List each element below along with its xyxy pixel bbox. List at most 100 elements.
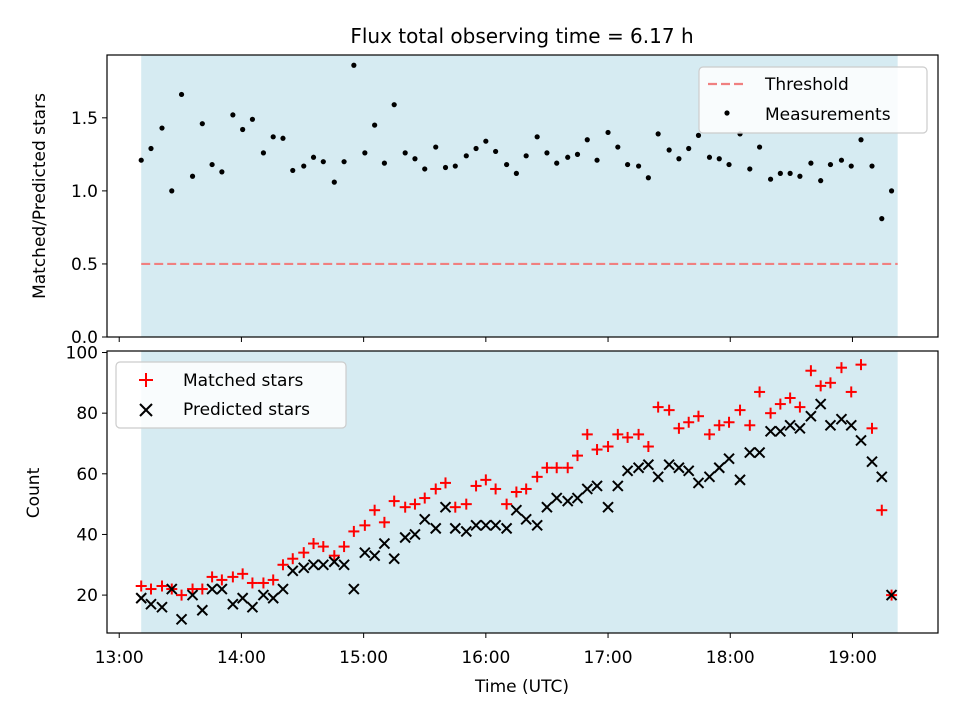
- legend-predicted-label: Predicted stars: [183, 400, 310, 420]
- measurement-point: [523, 153, 529, 159]
- matched-stars-points: [135, 359, 898, 601]
- matched-star-point: [734, 404, 746, 416]
- measurement-point: [422, 166, 428, 172]
- matched-star-point: [824, 377, 836, 389]
- predicted-star-point: [359, 546, 371, 559]
- matched-star-point: [571, 450, 583, 462]
- predicted-star-point: [338, 559, 350, 571]
- predicted-star-point: [399, 531, 411, 544]
- predicted-star-point: [551, 492, 563, 504]
- measurement-point: [249, 116, 256, 122]
- predicted-star-point: [166, 583, 178, 595]
- matched-star-point: [328, 550, 340, 562]
- matched-star-point: [470, 480, 482, 492]
- predicted-star-point: [866, 455, 878, 468]
- predicted-star-point: [257, 589, 270, 601]
- measurement-point: [331, 179, 337, 185]
- measurement-point: [676, 156, 682, 162]
- measurement-point: [504, 161, 510, 168]
- predicted-star-point: [571, 492, 584, 504]
- bottom-y-ticks: 20 40 60 80 100: [66, 344, 107, 606]
- predicted-star-point: [500, 522, 513, 535]
- matched-star-point: [267, 574, 279, 586]
- legend-matched-swatch: [139, 373, 153, 387]
- bottom-x-tick-label: 15:00: [339, 648, 388, 668]
- measurement-point: [716, 156, 722, 162]
- matched-star-point: [633, 428, 645, 440]
- measurement-point: [787, 170, 793, 176]
- predicted-star-point: [692, 477, 705, 489]
- bottom-y-tick-label: 80: [76, 404, 98, 424]
- matched-star-point: [308, 538, 320, 550]
- measurement-point: [412, 156, 418, 162]
- predicted-star-point: [855, 434, 867, 447]
- matched-star-point: [673, 422, 685, 434]
- matched-star-point: [227, 571, 239, 583]
- matched-star-point: [237, 568, 249, 580]
- measurement-point: [827, 161, 834, 168]
- matched-star-point: [187, 583, 199, 595]
- matched-star-point: [652, 401, 664, 413]
- predicted-star-point: [317, 559, 330, 571]
- matched-star-point: [440, 477, 452, 489]
- predicted-star-point: [703, 471, 716, 483]
- matched-star-point: [501, 498, 513, 510]
- measurement-point: [270, 134, 276, 140]
- predicted-star-point: [236, 592, 249, 604]
- predicted-star-point: [876, 471, 888, 483]
- matched-star-point: [359, 519, 371, 531]
- bottom-x-tick-label: 16:00: [461, 648, 510, 668]
- matched-star-point: [754, 386, 766, 398]
- measurement-point: [584, 137, 590, 143]
- measurement-point: [402, 150, 408, 156]
- measurement-point: [260, 150, 267, 156]
- matched-star-point: [196, 583, 208, 595]
- measurement-point: [341, 159, 347, 165]
- measurement-point: [433, 144, 439, 150]
- predicted-star-point: [206, 583, 218, 595]
- measurement-point: [442, 164, 449, 171]
- measurement-point: [199, 121, 205, 127]
- bottom-legend-box: [115, 361, 347, 429]
- measurement-point: [463, 153, 469, 159]
- predicted-star-point: [764, 425, 777, 438]
- matched-star-point: [520, 483, 532, 495]
- top-y-tick-label: 1.0: [71, 182, 98, 202]
- matched-star-point: [409, 498, 421, 510]
- measurement-point: [148, 145, 154, 152]
- predicted-star-point: [246, 601, 259, 613]
- predicted-star-point: [602, 501, 614, 513]
- measurement-point: [473, 145, 479, 152]
- predicted-star-point: [682, 465, 695, 477]
- predicted-star-point: [409, 528, 421, 541]
- matched-star-point: [317, 541, 329, 553]
- bottom-y-tick-label: 60: [76, 465, 98, 485]
- predicted-star-point: [298, 562, 310, 574]
- predicted-star-point: [439, 501, 452, 513]
- matched-star-point: [430, 483, 442, 495]
- matched-star-point: [216, 574, 228, 586]
- measurement-point: [362, 150, 368, 156]
- predicted-star-point: [824, 419, 837, 431]
- measurement-point: [838, 157, 845, 163]
- measurement-point: [594, 157, 600, 163]
- matched-star-point: [460, 498, 472, 510]
- matched-star-point: [257, 577, 269, 589]
- predicted-star-point: [835, 413, 848, 425]
- predicted-star-point: [368, 549, 381, 562]
- measurement-point: [645, 175, 651, 181]
- matched-star-point: [703, 428, 715, 440]
- measurement-point: [706, 154, 713, 160]
- top-x-ticks: [118, 337, 853, 342]
- measurement-point: [513, 170, 519, 176]
- matched-star-point: [581, 428, 593, 440]
- predicted-star-point: [805, 410, 817, 422]
- measurement-point: [615, 144, 621, 150]
- bottom-y-tick-label: 20: [76, 586, 98, 606]
- matched-star-point: [642, 441, 654, 453]
- measurement-point: [879, 216, 885, 222]
- matched-star-point: [845, 386, 857, 398]
- measurement-point: [756, 144, 763, 150]
- top-legend-box: [698, 66, 928, 134]
- measurement-point: [554, 160, 560, 166]
